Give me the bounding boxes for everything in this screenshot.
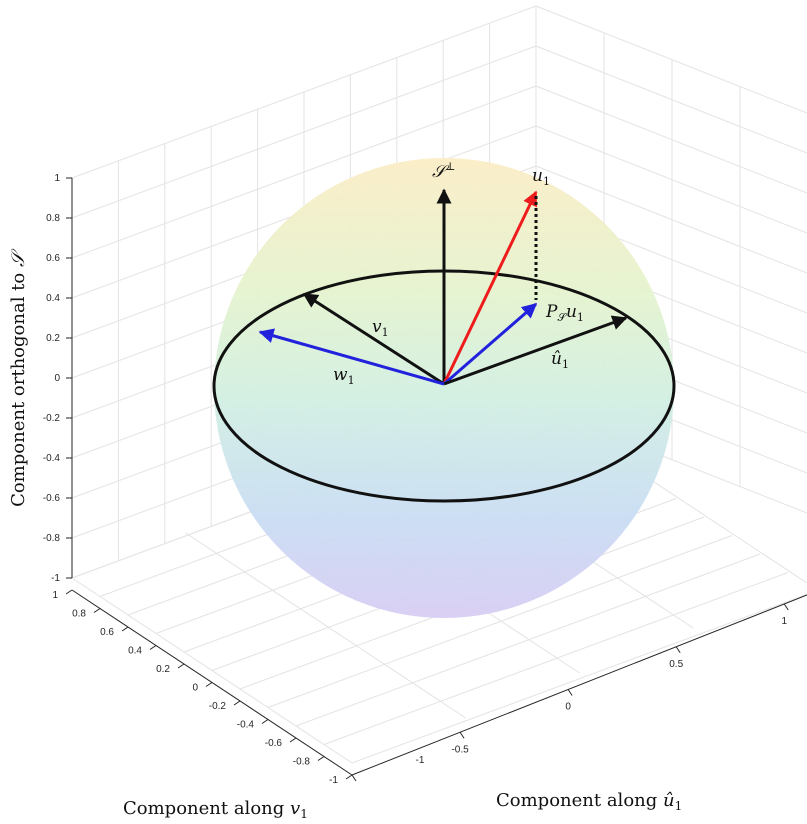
- z-axis-title: Component orthogonal to 𝒮: [8, 248, 29, 507]
- y-tick-label: 0: [565, 702, 571, 713]
- x-tick-label: 0.8: [72, 609, 86, 620]
- y-axis-title: Component along û1: [496, 790, 682, 813]
- x-tick-label: -0.6: [265, 738, 283, 749]
- z-tick-label: 1: [54, 173, 60, 184]
- u-hat1-vector: [443, 315, 628, 386]
- x-tick-label: 1: [52, 590, 58, 601]
- z-tick-label: -0.4: [43, 453, 61, 464]
- w1-label: w1: [333, 365, 355, 387]
- x-tick-label: -0.2: [209, 701, 227, 712]
- z-tick-label: -0.6: [43, 493, 61, 504]
- z-tick-label: 0.4: [46, 293, 60, 304]
- w1-vector: [258, 328, 445, 386]
- x-tick-label: 0.6: [100, 627, 114, 638]
- unit-sphere: [214, 158, 674, 618]
- u1-vector: [442, 190, 538, 385]
- u1-label: u1: [532, 166, 550, 188]
- x-tick-label: 0.2: [156, 664, 170, 675]
- x-tick-label: -1: [329, 775, 338, 786]
- y-tick-label: -0.5: [451, 744, 469, 755]
- ps-u1-label: P𝒮u1: [545, 302, 584, 324]
- z-tick-label: 0.6: [46, 253, 60, 264]
- y-tick-label: -1: [416, 755, 425, 766]
- x-tick-label: -0.8: [293, 757, 311, 768]
- x-axis-title: Component along v1: [123, 798, 308, 821]
- z-tick-label: 0.8: [46, 213, 60, 224]
- v1-vector: [302, 292, 445, 386]
- y-tick-label: 0.5: [669, 659, 683, 670]
- z-tick-label: 0: [54, 373, 60, 384]
- x-axis-ticks: 1 0.8 0.6 0.4 0.2 0 -0.2 -0.4 -0.6 -0.8 -1: [52, 589, 353, 786]
- u-hat1-label: û1: [551, 349, 569, 371]
- y-tick-label: 1: [781, 616, 787, 627]
- z-tick-label: -0.2: [43, 413, 61, 424]
- x-tick-label: 0: [192, 683, 198, 694]
- v1-label: v1: [372, 317, 389, 339]
- z-tick-label: -1: [51, 573, 60, 584]
- ps-u1-vector: [443, 302, 538, 386]
- x-tick-label: -0.4: [237, 720, 255, 731]
- z-tick-label: -0.8: [43, 533, 61, 544]
- x-tick-label: 0.4: [128, 646, 142, 657]
- y-axis-ticks: -1 -0.5 0 0.5 1: [351, 603, 789, 782]
- z-tick-label: 0.2: [46, 333, 60, 344]
- z-axis-ticks: 1 0.8 0.6 0.4 0.2 0 -0.2 -0.4 -0.6 -0.8 -1: [43, 173, 72, 584]
